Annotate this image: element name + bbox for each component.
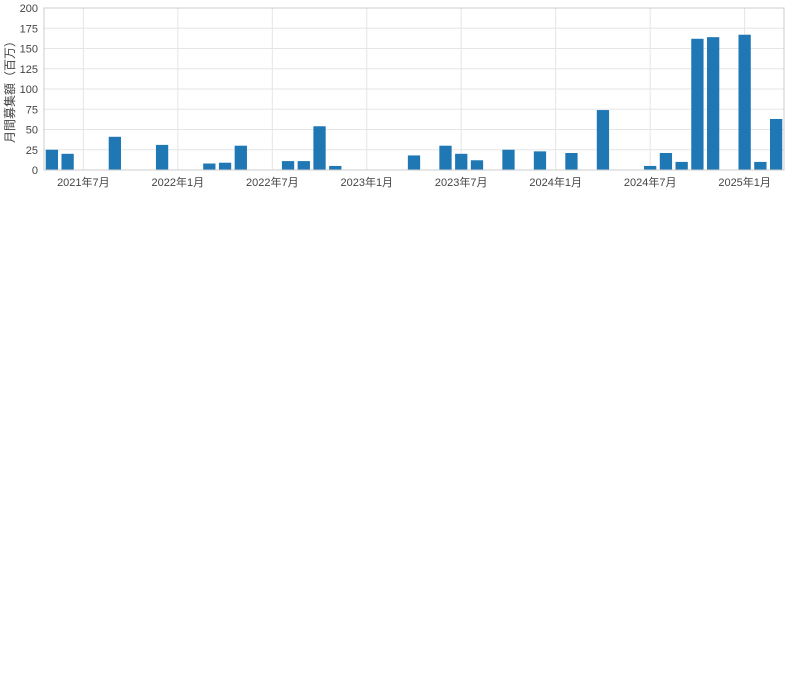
bar — [313, 126, 325, 170]
bar — [439, 146, 451, 170]
x-tick-label: 2023年1月 — [340, 175, 393, 189]
monthly-fundraising-chart: 0 25 50 75 100 125 150 175 200 月間募集額（百万） 2021年7月 20… — [0, 0, 792, 700]
bar — [660, 153, 672, 170]
x-tick-label: 2024年1月 — [529, 175, 582, 189]
y-tick-label: 50 — [26, 125, 38, 137]
bar — [109, 137, 121, 170]
bar — [534, 151, 546, 170]
bar — [691, 39, 703, 170]
bar — [502, 150, 514, 170]
y-tick-label: 100 — [20, 84, 38, 96]
y-tick-label: 175 — [20, 23, 38, 35]
bar — [597, 110, 609, 170]
bar — [156, 145, 168, 170]
x-tick-label: 2022年1月 — [152, 175, 205, 189]
y-tick-label: 25 — [26, 145, 38, 157]
bar — [565, 153, 577, 170]
y-tick-label: 200 — [20, 3, 38, 15]
bar — [754, 162, 766, 170]
bar — [282, 161, 294, 170]
bar — [329, 166, 341, 170]
bar — [203, 164, 215, 170]
bar — [298, 161, 310, 170]
bar — [455, 154, 467, 170]
bar — [707, 37, 719, 170]
bar — [676, 162, 688, 170]
x-tick-label: 2025年1月 — [718, 175, 771, 189]
x-tick-label: 2023年7月 — [435, 175, 488, 189]
y-tick-label: 0 — [32, 165, 38, 177]
y-tick-label: 75 — [26, 104, 38, 116]
x-tick-label: 2021年7月 — [57, 175, 110, 189]
bar — [46, 150, 58, 170]
bar — [408, 155, 420, 170]
bar — [61, 154, 73, 170]
bar — [644, 166, 656, 170]
y-tick-label: 150 — [20, 44, 38, 56]
x-tick-label: 2022年7月 — [246, 175, 299, 189]
chart-svg: 0 25 50 75 100 125 150 175 200 月間募集額（百万） 2021年7月 20… — [0, 0, 792, 700]
y-tick-label: 125 — [20, 64, 38, 76]
bar — [471, 160, 483, 170]
y-axis-title: 月間募集額（百万） — [2, 35, 17, 143]
bar — [219, 163, 231, 170]
x-tick-label: 2024年7月 — [624, 175, 677, 189]
bar — [738, 35, 750, 170]
bar — [770, 119, 782, 170]
bar — [235, 146, 247, 170]
